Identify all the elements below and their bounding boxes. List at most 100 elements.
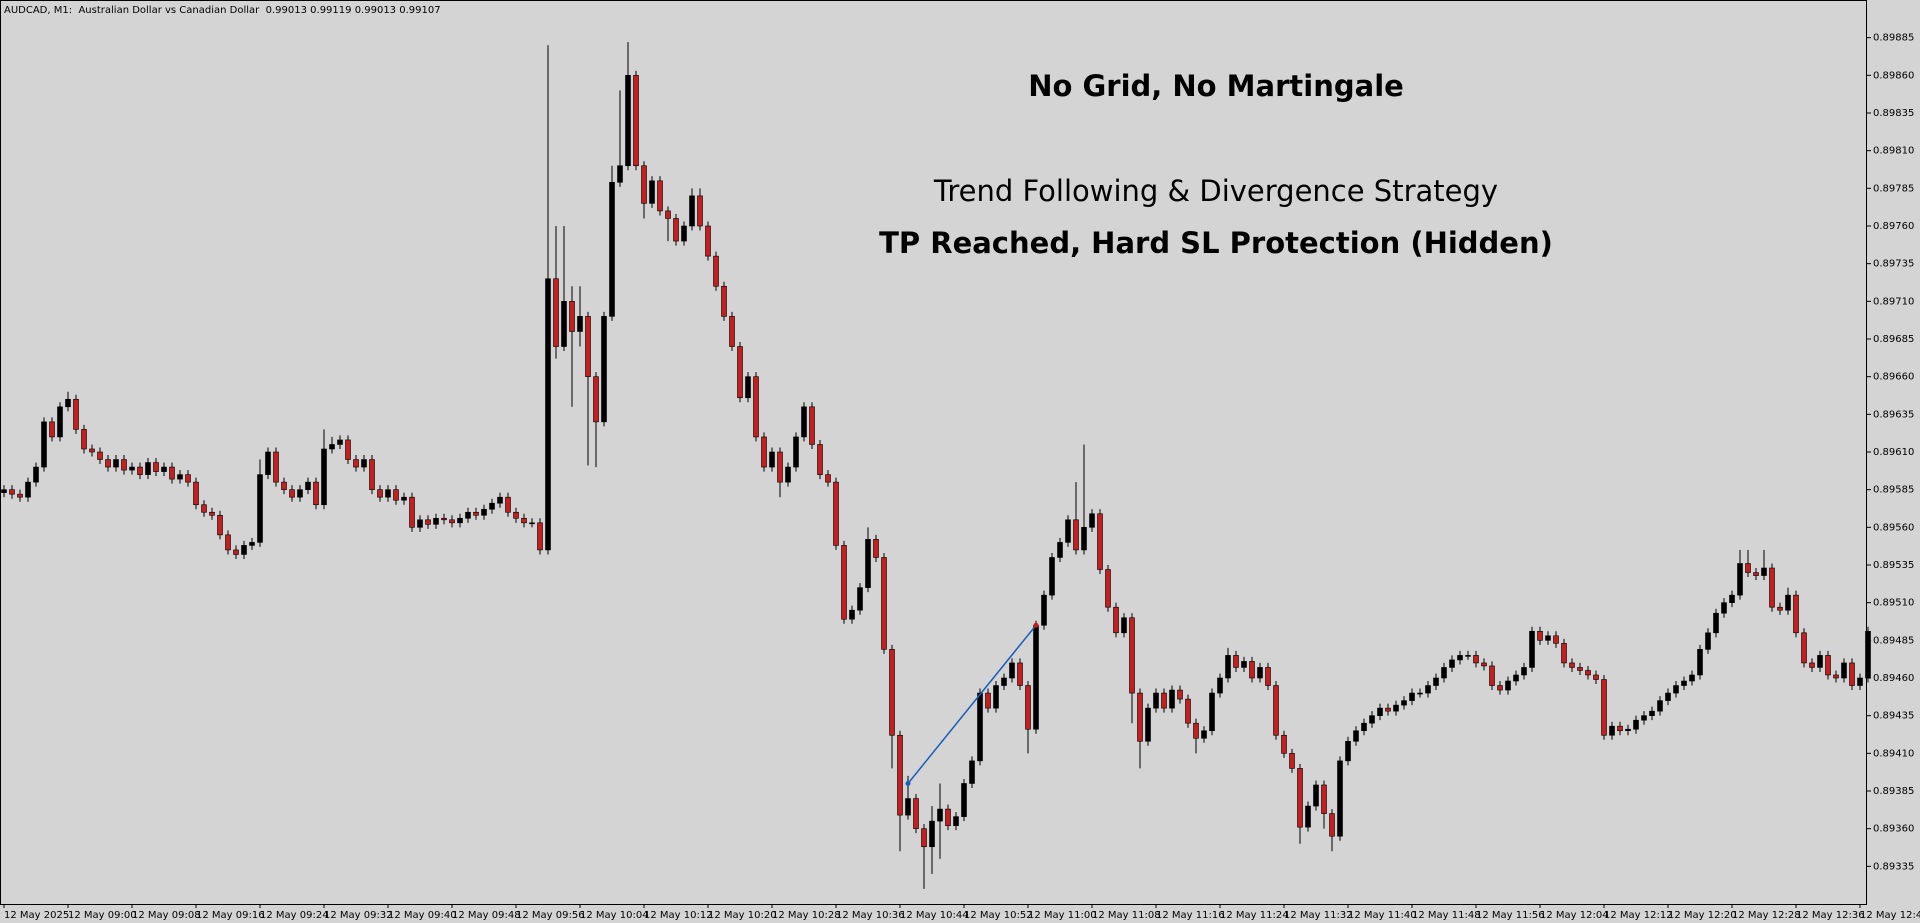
candle-body [1217,677,1223,694]
candle-body [881,557,887,650]
y-tick-label: 0.89535 [1873,560,1914,571]
candle-body [425,519,431,525]
candle-body [1537,630,1543,641]
candle-body [337,439,343,445]
candle-body [889,649,895,736]
candle-body [417,519,423,528]
candle-body [897,734,903,816]
candle-body [17,493,23,498]
candle-body [217,514,223,536]
candle-body [1593,674,1599,680]
candle-body [1785,594,1791,611]
candle-body [857,587,863,611]
y-tick-label: 0.89510 [1873,598,1914,609]
candle-body [1121,617,1127,634]
candle-body [601,316,607,423]
candle-body [345,439,351,460]
candle-body [1377,707,1383,716]
candle-body [825,474,831,483]
candle-body [297,489,303,498]
candle-body [545,278,551,551]
y-tick-label: 0.89835 [1873,108,1914,119]
candle-body [353,459,359,468]
candle-body [1281,734,1287,754]
x-tick-label: 12 May 11:56 [1476,910,1545,921]
candle-body [1657,700,1663,712]
candle-body [1697,649,1703,676]
trade-line [907,624,1037,784]
candle-body [1089,513,1095,528]
candle-body [625,75,631,167]
candle-body [1465,655,1471,657]
candle-body [1481,662,1487,667]
candle-body [1513,674,1519,682]
y-tick-label: 0.89735 [1873,259,1914,270]
y-tick-label: 0.89460 [1873,673,1914,684]
candle-body [377,489,383,498]
candle-body [913,798,919,829]
x-tick-label: 12 May 10:52 [964,910,1033,921]
candle-body [577,316,583,332]
candle-body [521,517,527,524]
x-tick-label: 12 May 12:12 [1604,910,1673,921]
x-tick-label: 12 May 11:40 [1348,910,1417,921]
candle-body [57,406,63,438]
x-tick-label: 12 May 11:48 [1412,910,1481,921]
candle-body [1201,730,1207,739]
x-tick-label: 12 May 09:40 [388,910,457,921]
y-tick-label: 0.89785 [1873,183,1914,194]
candle-body [1233,655,1239,668]
candle-body [153,462,159,472]
candle-body [761,436,767,468]
candle-body [929,820,935,848]
candle-body [321,448,327,506]
candle-body [225,534,231,551]
candle-body [665,210,671,219]
candle-body [689,195,695,227]
chart-header: AUDCAD, M1: Australian Dollar vs Canadia… [4,5,441,16]
y-tick-label: 0.89660 [1873,372,1914,383]
candle-body [1641,715,1647,721]
candle-body [465,511,471,519]
candle-body [65,398,71,408]
candle-body [609,182,615,317]
x-tick-label: 12 May 09:24 [260,910,329,921]
y-tick-label: 0.89435 [1873,711,1914,722]
candle-body [1441,667,1447,679]
candle-body [1497,685,1503,691]
candle-body [1025,685,1031,730]
candle-body [41,421,47,468]
candle-body [1257,667,1263,679]
candle-body [1177,689,1183,700]
candle-body [529,522,535,525]
candle-body [1305,805,1311,828]
x-tick-label: 12 May 10:04 [580,910,649,921]
candle-body [1065,519,1071,543]
candle-body [801,406,807,438]
candle-body [505,496,511,513]
y-tick-label: 0.89610 [1873,447,1914,458]
candle-body [1321,784,1327,814]
candle-body [1209,692,1215,732]
candle-body [1329,813,1335,837]
candle-body [1113,606,1119,634]
candle-body [1457,655,1463,661]
y-tick-label: 0.89335 [1873,861,1914,872]
y-tick-label: 0.89560 [1873,522,1914,533]
candle-body [721,285,727,317]
y-tick-label: 0.89710 [1873,296,1914,307]
candle-body [497,496,503,504]
x-tick-label: 12 May 11:32 [1284,910,1353,921]
candle-body [1225,655,1231,679]
x-tick-label: 12 May 12:20 [1668,910,1737,921]
candle-body [97,451,103,460]
candle-body [361,459,367,468]
candle-body [745,376,751,399]
candle-body [1673,685,1679,694]
x-tick-label: 12 May 12:04 [1540,910,1609,921]
candle-body [945,808,951,826]
candle-body [161,466,167,472]
candle-body [513,511,519,519]
candle-body [1041,594,1047,626]
